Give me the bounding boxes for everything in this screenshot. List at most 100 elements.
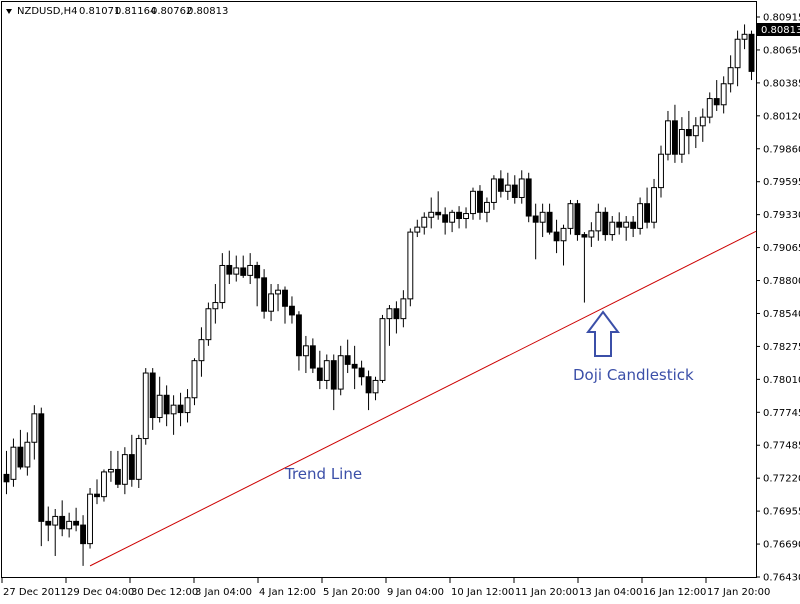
candle-body — [73, 520, 80, 526]
price-tick-label: 0.77745 — [763, 408, 800, 419]
candle-body — [233, 267, 240, 275]
candle — [156, 376, 163, 423]
candle — [114, 450, 121, 488]
candle — [428, 197, 435, 229]
candle — [546, 203, 553, 235]
candle — [142, 368, 149, 445]
candle — [483, 197, 490, 223]
trend-line-label: Trend Line — [284, 465, 362, 483]
candle-body — [497, 178, 504, 192]
candle — [692, 117, 699, 149]
candle-body — [692, 125, 699, 137]
candles — [3, 24, 755, 566]
candle-body — [504, 184, 511, 192]
candle-body — [52, 515, 59, 526]
candle-body — [66, 520, 73, 530]
candle — [17, 429, 24, 470]
candle — [184, 389, 191, 423]
candle — [748, 30, 755, 81]
ohlc-open: 0.81071 — [79, 6, 120, 17]
candle-body — [456, 211, 463, 220]
price-tick-label: 0.80385 — [763, 78, 800, 89]
candle-body — [678, 128, 685, 155]
candle-body — [289, 305, 295, 316]
candle — [351, 345, 358, 390]
candle — [121, 447, 128, 495]
candle — [80, 515, 87, 566]
candle — [734, 30, 741, 87]
candle — [685, 110, 692, 155]
price-tick-label: 0.78275 — [763, 342, 800, 353]
candle — [289, 296, 295, 324]
candle — [128, 434, 135, 487]
candle — [741, 24, 748, 50]
candle — [595, 203, 602, 241]
candle — [101, 469, 107, 502]
candle-body — [337, 355, 344, 390]
candle-body — [268, 293, 275, 312]
candle-body — [309, 345, 316, 369]
candle — [198, 327, 205, 377]
candle — [637, 197, 644, 235]
candle-body — [275, 289, 281, 295]
candle-body — [330, 360, 337, 390]
candle — [344, 339, 351, 374]
candle — [678, 117, 685, 163]
candle — [511, 175, 518, 204]
candle — [581, 232, 588, 303]
candle — [254, 261, 261, 307]
candle — [449, 209, 456, 233]
candle — [45, 506, 52, 542]
candle — [727, 55, 734, 93]
candle — [323, 354, 330, 390]
candle — [504, 172, 511, 200]
candle — [261, 269, 268, 319]
candle-body — [142, 372, 149, 440]
candle-body — [400, 298, 407, 320]
candle-body — [706, 98, 713, 118]
candle-body — [748, 33, 755, 72]
candle — [518, 170, 525, 204]
symbol-dropdown-icon[interactable] — [6, 9, 12, 14]
candle — [407, 228, 414, 307]
candle — [302, 335, 309, 374]
candle-body — [644, 203, 651, 223]
candle — [240, 255, 247, 278]
candle-body — [240, 267, 247, 276]
current-price-tag: 0.80813 — [757, 23, 800, 36]
candle-body — [581, 234, 588, 238]
candle-body — [261, 277, 268, 312]
candle — [630, 216, 637, 238]
price-tick-label: 0.76430 — [763, 573, 800, 584]
candle-body — [414, 226, 421, 233]
candle — [588, 222, 595, 247]
candle — [463, 207, 469, 229]
trend-line — [89, 230, 757, 567]
candle — [233, 255, 240, 282]
candle-body — [477, 190, 483, 213]
time-tick-label: 5 Jan 20:00 — [323, 587, 380, 598]
candle-body — [518, 178, 525, 198]
candle — [73, 507, 80, 532]
candle — [226, 250, 233, 285]
candle — [414, 219, 421, 238]
candle — [205, 302, 212, 346]
candle-body — [282, 289, 288, 307]
candle — [94, 479, 100, 505]
candle-body — [323, 360, 330, 381]
candle — [31, 405, 38, 460]
candle-body — [511, 184, 518, 198]
candle — [149, 368, 156, 430]
candle — [379, 314, 386, 383]
candle — [658, 145, 664, 198]
candle-body — [302, 345, 309, 357]
candle — [567, 199, 574, 235]
candle — [442, 207, 449, 235]
candle — [393, 301, 400, 334]
price-tick-label: 0.79595 — [763, 177, 800, 188]
candle — [699, 108, 706, 142]
candle — [316, 350, 323, 390]
candle-body — [3, 473, 10, 483]
